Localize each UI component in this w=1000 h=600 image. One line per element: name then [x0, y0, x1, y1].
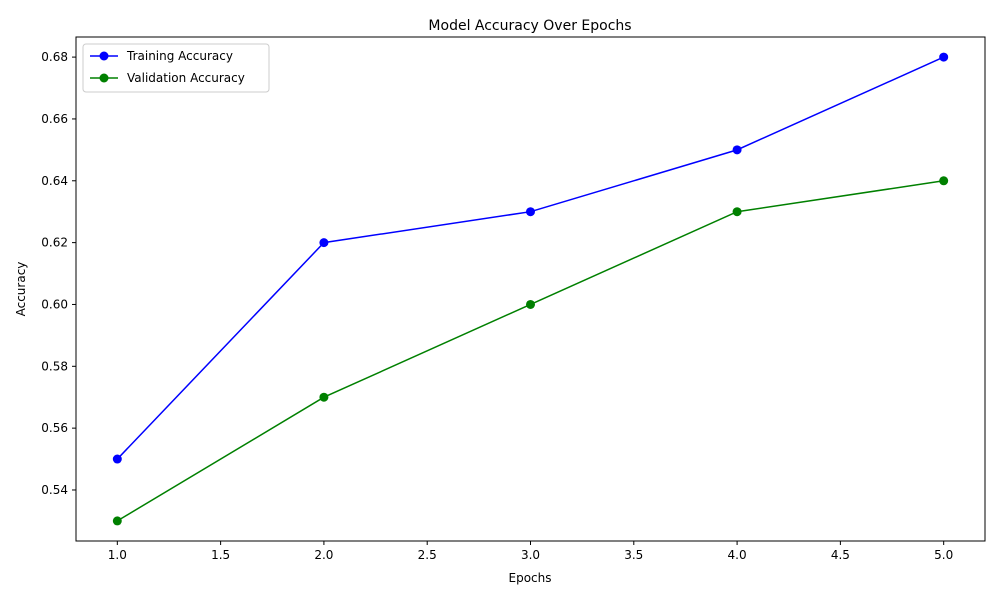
series-line-1 [116, 180, 944, 522]
data-point [939, 52, 949, 62]
y-tick-label: 0.66 [41, 112, 68, 126]
data-point [526, 299, 535, 309]
x-axis-label: Epochs [509, 571, 552, 585]
y-axis: 0.54 0.56 0.58 0.60 0.62 0.64 0.66 0.68 [41, 50, 76, 497]
y-tick-label: 0.68 [41, 50, 68, 64]
x-tick-label: 3.0 [521, 548, 540, 562]
data-point [732, 207, 742, 217]
series-line-0 [116, 56, 944, 460]
data-point [732, 145, 742, 155]
y-tick-label: 0.54 [41, 483, 68, 497]
x-tick-label: 1.5 [211, 548, 230, 562]
x-tick-label: 4.0 [728, 548, 747, 562]
y-tick-label: 0.58 [41, 359, 68, 373]
legend: Training Accuracy Validation Accuracy [82, 43, 270, 93]
x-tick-label: 2.0 [314, 548, 333, 562]
x-tick-label: 2.5 [418, 548, 437, 562]
y-tick-label: 0.56 [41, 421, 68, 435]
legend-box [82, 43, 270, 93]
data-point [939, 176, 949, 186]
legend-label: Training Accuracy [126, 49, 233, 63]
legend-marker [99, 73, 109, 83]
series-layer [112, 52, 949, 526]
legend-label: Validation Accuracy [127, 71, 245, 85]
data-point [526, 207, 535, 217]
data-point [319, 392, 329, 402]
x-tick-label: 4.5 [831, 548, 850, 562]
legend-marker [99, 51, 109, 61]
x-tick-label: 3.5 [624, 548, 643, 562]
x-tick-label: 5.0 [934, 548, 953, 562]
y-tick-label: 0.60 [41, 297, 68, 311]
data-point [112, 454, 122, 464]
y-axis-label: Accuracy [14, 262, 28, 317]
chart-title: Model Accuracy Over Epochs [428, 18, 631, 34]
data-point [112, 516, 122, 526]
plot-area [75, 36, 986, 542]
data-point [319, 238, 329, 248]
y-tick-label: 0.62 [41, 236, 68, 250]
y-tick-label: 0.64 [41, 174, 68, 188]
x-axis: 1.0 1.5 2.0 2.5 3.0 3.5 4.0 4.5 5.0 [108, 541, 953, 562]
x-tick-label: 1.0 [108, 548, 127, 562]
